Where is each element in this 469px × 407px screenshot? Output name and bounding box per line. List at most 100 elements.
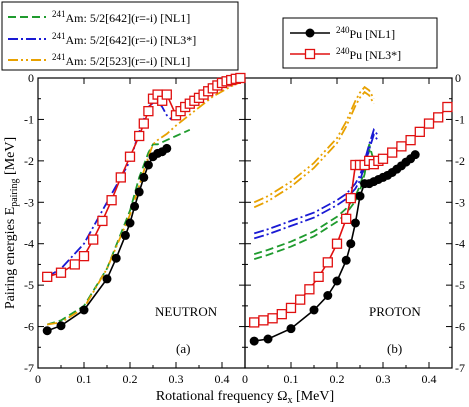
y-tick-label-right: -6 [455,320,465,334]
point-pu_nl3-a [106,195,117,206]
point-pu_nl1-b [346,239,356,249]
point-pu_nl3-a [115,172,126,183]
y-tick-label-right: -7 [455,361,465,375]
panel-b-annotation: PROTON [369,304,421,319]
point-pu_nl1-b [249,336,259,346]
point-pu_nl3-a [42,271,53,283]
y-axis-label: Pairing energies Epairing [MeV] [3,137,20,309]
series-line-am523_nl1-b [253,85,375,204]
point-pu_nl1-a [162,143,172,153]
point-pu_nl3-b [285,302,297,314]
point-pu_nl3-b [423,118,435,129]
x-axis-label: Rotational frequency Ωx [MeV] [156,389,334,406]
point-pu_nl3-b [258,315,269,326]
y-tick-label-left: -5 [24,278,34,292]
point-pu_nl1-a [42,326,52,336]
point-pu_nl3-b [433,112,444,123]
legend-marker-pu-nl1 [305,28,315,38]
x-tick-label-a: 0 [35,372,41,386]
legend-left-entry: 241Am: 5/2[642](r=-i) [NL3*] [8,31,196,47]
point-pu_nl1-b [355,191,365,201]
y-tick-label-right: -2 [455,154,465,168]
x-tick-label-a: 0.2 [123,372,138,386]
point-pu_nl1-b [341,255,351,265]
point-pu_nl3-b [331,238,343,249]
point-pu_nl3-a [78,250,90,262]
y-tick-label-right: -3 [455,195,465,209]
x-tick-label-b: 0 [242,372,248,386]
point-pu_nl1-a [139,172,149,182]
panel-a-series [42,72,246,336]
x-tick-label-a: 0.3 [169,372,184,386]
panel-b-label: (b) [387,341,402,356]
legend-left: 241Am: 5/2[642](r=-i) [NL1] 241Am: 5/2[6… [1,1,239,71]
series-line-pu_nl1-a [46,147,168,332]
y-tick-label-left: -4 [24,237,34,251]
point-pu_nl3-b [345,192,356,204]
point-pu_nl3-b [313,271,324,283]
point-pu_nl3-b [295,294,306,305]
x-tick-label-a: 0.1 [77,372,92,386]
point-pu_nl3-b [396,141,407,152]
legend-label-am523-nl1: 241Am: 5/2[523](r=-i) [NL1] [52,52,190,68]
point-pu_nl1-b [332,276,342,286]
point-pu_nl1-a [102,274,112,284]
series-line-am642_nl3-a [46,99,172,278]
y-tick-label-left: 0 [28,71,34,85]
x-tick-label-b: 0.3 [376,372,391,386]
point-pu_nl3-a [138,118,149,129]
point-pu_nl3-a [235,72,246,84]
point-pu_nl1-a [134,187,144,197]
x-tick-label-a: 0.4 [215,372,230,386]
point-pu_nl3-a [97,215,108,227]
series-line-am642_nl3-b-second [253,132,380,240]
point-pu_nl3-b [322,257,333,268]
point-pu_nl3-b [276,308,287,320]
panel-b-series [249,85,453,346]
legend-right-entry: 240Pu [NL3*] [290,46,401,62]
point-pu_nl3-b [387,147,398,158]
point-pu_nl3-b [414,126,425,138]
legend-label-pu-nl3: 240Pu [NL3*] [336,46,401,62]
point-pu_nl3-a [55,267,67,278]
y-tick-label-left: -3 [24,195,34,209]
point-pu_nl3-a [143,105,154,117]
series-line-am642_nl1-a [46,128,191,326]
point-pu_nl1-b [309,305,319,315]
y-tick-label-left: -7 [24,361,34,375]
point-pu_nl1-b [286,324,296,334]
panel-a-label: (a) [176,341,190,356]
point-pu_nl3-a [161,89,172,100]
legend-label-am642-nl3: 241Am: 5/2[642](r=-i) [NL3*] [52,31,196,47]
point-pu_nl1-a [125,218,135,228]
y-tick-label-right: -5 [455,278,465,292]
legend-label-am642-nl1: 241Am: 5/2[642](r=-i) [NL1] [52,9,190,25]
y-tick-label-right: -1 [455,112,465,126]
point-pu_nl3-b [405,134,416,146]
x-tick-label-b: 0.2 [330,372,345,386]
point-pu_nl1-b [410,150,420,160]
point-pu_nl1-a [56,321,66,331]
ticks-layer: 0 0.1 0.2 0.3 0.4 -7 -6 -5 -4 -3 -2 -1 0 0 0.1 0.2 0.3 0.… [24,71,465,386]
point-pu_nl1-b [323,291,333,300]
series-line-am523_nl1-b-second [253,90,375,209]
point-pu_nl3-a [69,259,80,270]
point-pu_nl1-a [130,201,140,211]
y-tick-label-left: -1 [24,112,34,126]
point-pu_nl1-b [263,334,273,344]
legend-right: 240Pu [NL1] 240Pu [NL3*] [282,17,438,69]
x-tick-label-b: 0.1 [284,372,299,386]
point-pu_nl3-b [341,213,352,225]
point-pu_nl1-a [79,305,89,315]
point-pu_nl1-a [111,253,121,263]
point-pu_nl3-b [377,153,389,164]
y-tick-label-left: -2 [24,154,34,168]
legend-right-entry: 240Pu [NL1] [290,25,395,41]
legend-label-pu-nl1: 240Pu [NL1] [336,25,395,41]
y-tick-label-left: -6 [24,320,34,334]
series-line-am642_nl3-b [253,127,380,235]
legend-left-box [1,1,239,71]
legend-right-box [282,17,438,69]
y-tick-label-right: 0 [455,71,461,85]
